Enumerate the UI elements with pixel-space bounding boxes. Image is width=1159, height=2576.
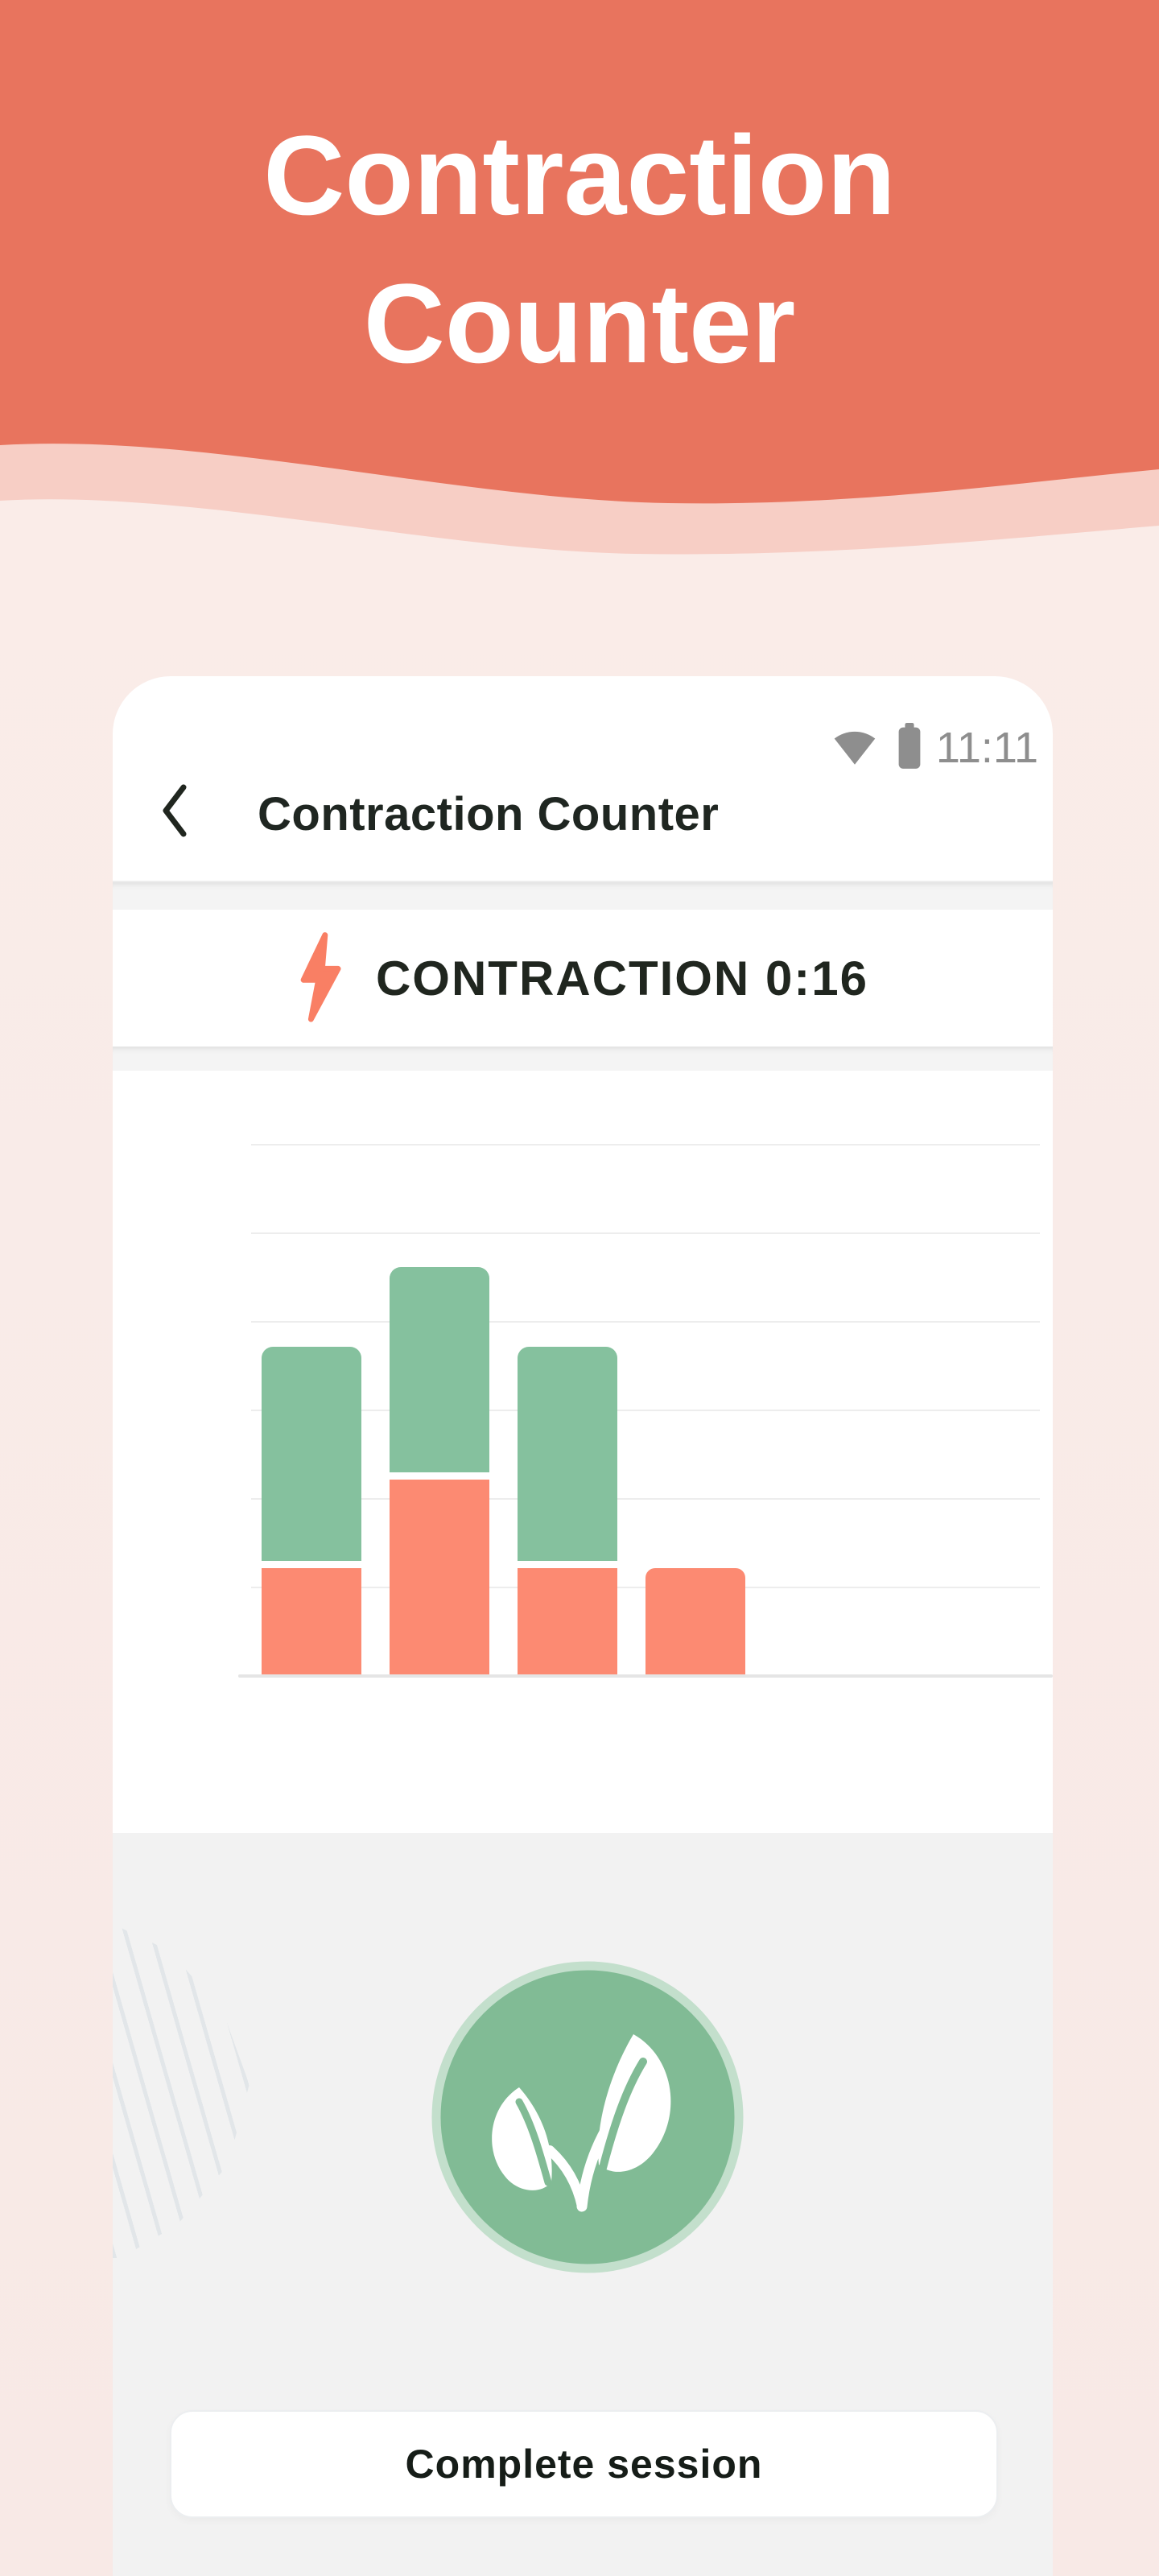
diagonal-lines-decoration	[113, 1924, 250, 2258]
chart-plot-area	[238, 1144, 1053, 1678]
gridline-15	[251, 1410, 1040, 1411]
timer-label: CONTRACTION	[375, 951, 751, 1005]
contractions-chart: 30252015105SEC ContractionsRest	[113, 1071, 1053, 2174]
back-button[interactable]	[159, 782, 192, 839]
gridline-25	[251, 1232, 1040, 1234]
bar-contraction-segment	[645, 1568, 745, 1674]
bar-contraction-segment	[390, 1480, 489, 1674]
bar-contraction-segment	[262, 1568, 361, 1674]
contraction-timer-row: CONTRACTION 0:16	[113, 910, 1053, 1046]
section-gap	[113, 882, 1053, 910]
bar-rest-segment	[262, 1347, 361, 1561]
bar-rest-segment	[518, 1347, 617, 1561]
gridline-30	[251, 1144, 1040, 1146]
phone-mockup: 11:11 Contraction Counter CONTRACTION 0:…	[113, 676, 1053, 2576]
header-banner	[0, 0, 1159, 372]
timer-value: 0:16	[765, 951, 869, 1005]
wave-decoration	[0, 370, 1159, 555]
x-axis-baseline	[238, 1674, 1053, 1678]
bar-rest-segment	[390, 1267, 489, 1472]
complete-session-label: Complete session	[405, 2442, 763, 2487]
section-gap	[113, 1046, 1053, 1071]
battery-icon	[898, 723, 921, 769]
contraction-timer-text: CONTRACTION 0:16	[376, 951, 868, 1006]
nav-title: Contraction Counter	[258, 788, 720, 840]
page-title-line2: Counter	[363, 260, 796, 386]
lightning-bolt-icon	[300, 932, 341, 1022]
status-time: 11:11	[935, 724, 1038, 772]
gridline-10	[251, 1498, 1040, 1500]
plant-leaves-icon	[431, 1961, 744, 2273]
session-section: Complete session	[113, 1833, 1053, 2576]
gridline-20	[251, 1321, 1040, 1323]
complete-session-button[interactable]: Complete session	[170, 2410, 998, 2518]
page-title-line1: Contraction	[263, 112, 896, 238]
wifi-icon	[834, 731, 876, 765]
nav-divider	[113, 881, 1053, 882]
bar-contraction-segment	[518, 1568, 617, 1674]
